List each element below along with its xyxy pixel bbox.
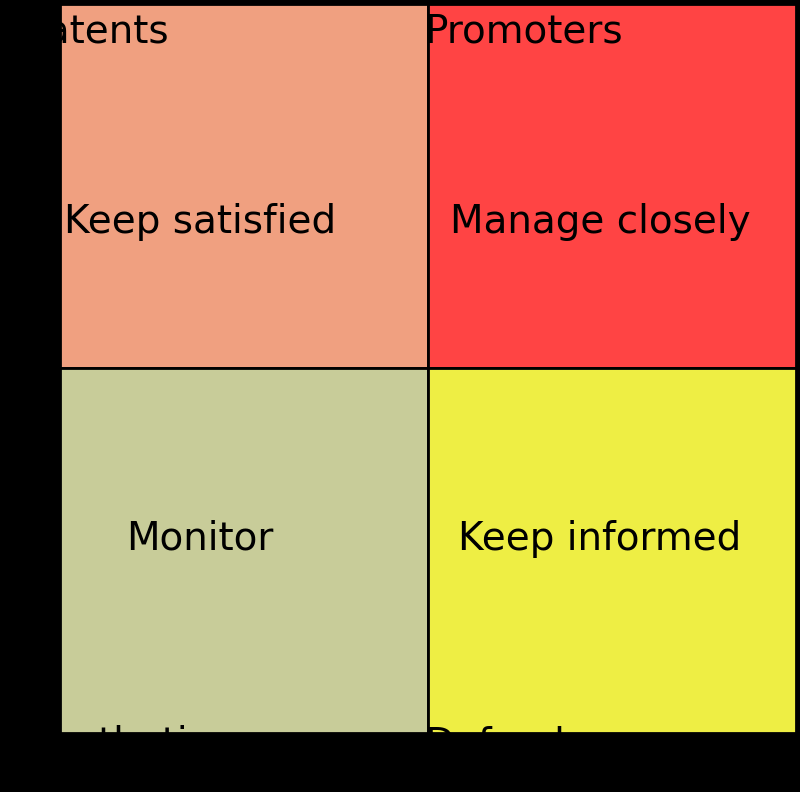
Bar (60, 4, 428, 368)
Text: Keep satisfied: Keep satisfied (64, 203, 336, 241)
Text: Monitor: Monitor (126, 520, 274, 558)
Text: Defenders: Defenders (424, 725, 625, 763)
Bar (60, 368, 428, 733)
Text: Promoters: Promoters (424, 13, 622, 51)
Bar (428, 4, 796, 368)
Text: Latents: Latents (24, 13, 169, 51)
Text: Keep informed: Keep informed (458, 520, 742, 558)
Text: Manage closely: Manage closely (450, 203, 750, 241)
Text: Apathetics: Apathetics (24, 725, 230, 763)
Bar (428, 368, 796, 733)
